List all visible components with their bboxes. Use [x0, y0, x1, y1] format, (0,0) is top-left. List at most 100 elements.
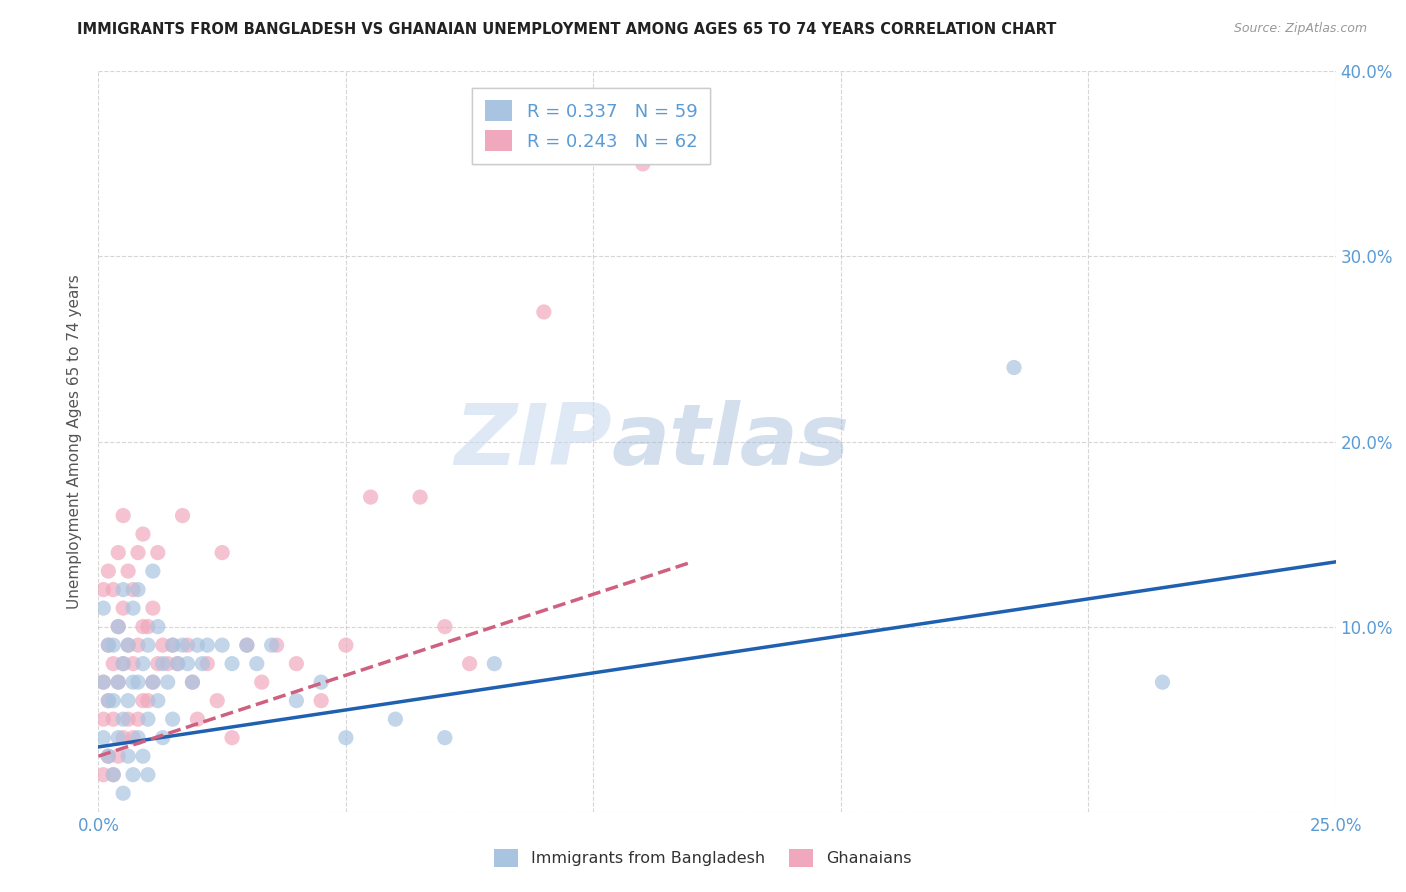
Point: [127, 638, 149, 652]
Point: [195, 657, 218, 671]
Point: [221, 657, 243, 671]
Point: [93, 601, 115, 615]
Point: [122, 767, 145, 781]
Point: [166, 657, 188, 671]
Point: [117, 638, 139, 652]
Point: [533, 305, 555, 319]
Point: [162, 712, 184, 726]
Point: [103, 657, 125, 671]
Point: [146, 657, 169, 671]
Point: [166, 657, 188, 671]
Point: [484, 657, 506, 671]
Point: [93, 675, 115, 690]
Point: [246, 657, 269, 671]
Point: [107, 545, 129, 560]
Point: [136, 638, 159, 652]
Point: [127, 731, 149, 745]
Point: [162, 638, 184, 652]
Point: [103, 582, 125, 597]
Text: atlas: atlas: [612, 400, 851, 483]
Point: [250, 675, 273, 690]
Point: [186, 712, 208, 726]
Point: [631, 157, 654, 171]
Y-axis label: Unemployment Among Ages 65 to 74 years: Unemployment Among Ages 65 to 74 years: [67, 274, 83, 609]
Point: [260, 638, 283, 652]
Point: [103, 638, 125, 652]
Point: [112, 508, 135, 523]
Point: [142, 675, 165, 690]
Point: [142, 675, 165, 690]
Point: [103, 767, 125, 781]
Point: [211, 638, 233, 652]
Point: [122, 582, 145, 597]
Point: [132, 527, 155, 541]
Point: [186, 638, 208, 652]
Point: [433, 731, 456, 745]
Point: [384, 712, 406, 726]
Point: [107, 675, 129, 690]
Point: [117, 638, 139, 652]
Point: [136, 767, 159, 781]
Point: [112, 657, 135, 671]
Point: [172, 638, 194, 652]
Point: [112, 582, 135, 597]
Point: [93, 675, 115, 690]
Point: [112, 657, 135, 671]
Point: [205, 694, 228, 708]
Point: [181, 675, 204, 690]
Point: [107, 619, 129, 633]
Point: [132, 694, 155, 708]
Point: [458, 657, 481, 671]
Point: [117, 564, 139, 578]
Point: [142, 601, 165, 615]
Point: [136, 694, 159, 708]
Point: [156, 675, 179, 690]
Point: [152, 657, 174, 671]
Point: [132, 657, 155, 671]
Point: [211, 545, 233, 560]
Point: [132, 749, 155, 764]
Point: [93, 712, 115, 726]
Point: [236, 638, 259, 652]
Point: [409, 490, 432, 504]
Point: [127, 582, 149, 597]
Text: Source: ZipAtlas.com: Source: ZipAtlas.com: [1233, 22, 1367, 36]
Point: [191, 657, 214, 671]
Point: [107, 619, 129, 633]
Point: [152, 638, 174, 652]
Point: [172, 508, 194, 523]
Point: [266, 638, 288, 652]
Text: ZIP: ZIP: [454, 400, 612, 483]
Point: [136, 712, 159, 726]
Point: [236, 638, 259, 652]
Point: [107, 749, 129, 764]
Point: [117, 749, 139, 764]
Point: [146, 545, 169, 560]
Point: [107, 731, 129, 745]
Point: [97, 638, 120, 652]
Point: [122, 657, 145, 671]
Point: [97, 749, 120, 764]
Point: [127, 675, 149, 690]
Point: [360, 490, 382, 504]
Point: [97, 694, 120, 708]
Point: [433, 619, 456, 633]
Point: [93, 582, 115, 597]
Point: [152, 731, 174, 745]
Point: [162, 638, 184, 652]
Point: [122, 601, 145, 615]
Point: [335, 638, 357, 652]
Legend: R = 0.337   N = 59, R = 0.243   N = 62: R = 0.337 N = 59, R = 0.243 N = 62: [472, 87, 710, 164]
Point: [117, 712, 139, 726]
Point: [309, 675, 332, 690]
Point: [103, 694, 125, 708]
Point: [103, 767, 125, 781]
Point: [195, 638, 218, 652]
Point: [335, 731, 357, 745]
Point: [107, 675, 129, 690]
Point: [112, 712, 135, 726]
Point: [122, 675, 145, 690]
Point: [122, 731, 145, 745]
Point: [97, 694, 120, 708]
Point: [176, 657, 198, 671]
